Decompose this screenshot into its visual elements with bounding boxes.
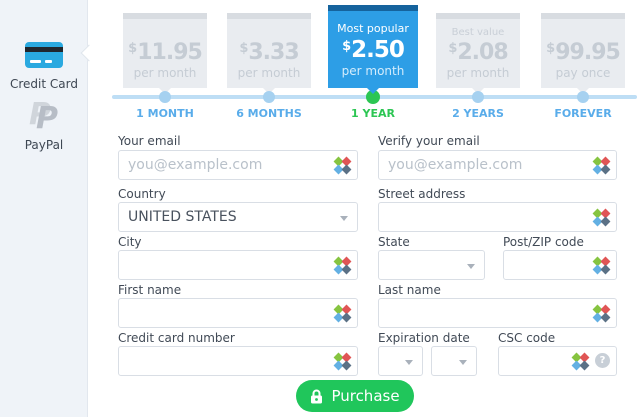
street-address-label: Street address <box>378 187 466 201</box>
credit-card-icon <box>25 42 63 68</box>
card-top-bar <box>541 13 625 19</box>
card-top-bar <box>227 13 311 19</box>
csc-label: CSC code <box>498 331 556 345</box>
sidebar-item-paypal[interactable]: P P PayPal <box>0 97 88 153</box>
plan-price: $11.95 <box>128 40 203 65</box>
zip-label: Post/ZIP code <box>503 235 584 249</box>
autofill-icon[interactable] <box>333 304 352 323</box>
chevron-down-icon <box>459 360 467 365</box>
expiration-year-select[interactable] <box>431 346 477 376</box>
plan-card-forever[interactable]: $99.95 pay once <box>541 13 625 94</box>
sidebar-item-credit-card[interactable]: Credit Card <box>0 42 88 91</box>
expiration-month-select[interactable] <box>378 346 423 376</box>
payment-method-sidebar: Credit Card P P PayPal <box>0 0 88 417</box>
credit-card-label: Credit Card <box>10 77 78 91</box>
verify-email-label: Verify your email <box>378 134 480 148</box>
country-select[interactable]: UNITED STATES <box>118 202 358 232</box>
city-field[interactable] <box>118 250 358 280</box>
country-value: UNITED STATES <box>128 209 237 225</box>
timeline-dot-1-month[interactable] <box>159 91 171 103</box>
timeline-dot-2-years[interactable] <box>472 91 484 103</box>
autofill-icon[interactable] <box>333 156 352 175</box>
plan-card-1-month[interactable]: $11.95 per month <box>123 13 207 94</box>
timeline-label-1-month[interactable]: 1 MONTH <box>136 107 194 120</box>
card-top-bar <box>123 13 207 19</box>
purchase-button[interactable]: Purchase <box>296 380 414 412</box>
street-address-field[interactable] <box>378 202 617 232</box>
paypal-label: PayPal <box>24 138 64 152</box>
plan-badge: Best value <box>451 27 505 38</box>
plan-price: $2.08 <box>448 40 508 65</box>
plan-price: $3.33 <box>239 40 299 65</box>
state-label: State <box>378 235 410 249</box>
plan-period: per month <box>237 66 301 80</box>
timeline-label-2-years[interactable]: 2 YEARS <box>452 107 504 120</box>
first-name-label: First name <box>118 283 182 297</box>
plan-badge: Most popular <box>337 22 409 35</box>
card-number-field[interactable] <box>118 346 358 376</box>
card-top-bar <box>328 5 418 11</box>
autofill-icon[interactable] <box>592 208 611 227</box>
plan-card-6-months[interactable]: $3.33 per month <box>227 13 311 94</box>
chevron-down-icon <box>340 216 348 221</box>
chevron-down-icon <box>467 264 475 269</box>
plan-period: per month <box>446 66 510 80</box>
timeline-label-forever[interactable]: FOREVER <box>554 107 612 120</box>
autofill-icon[interactable] <box>592 256 611 275</box>
autofill-icon[interactable] <box>571 352 590 371</box>
chevron-down-icon <box>405 360 413 365</box>
card-top-bar <box>436 13 520 19</box>
last-name-label: Last name <box>378 283 441 297</box>
plan-period: per month <box>133 66 197 80</box>
first-name-field[interactable] <box>118 298 358 328</box>
card-number-label: Credit card number <box>118 331 235 345</box>
plan-card-2-years[interactable]: Best value $2.08 per month <box>436 13 520 94</box>
timeline-dot-6-months[interactable] <box>263 91 275 103</box>
last-name-field[interactable] <box>378 298 617 328</box>
email-field[interactable] <box>118 150 358 180</box>
state-select[interactable] <box>378 250 485 280</box>
autofill-icon[interactable] <box>333 352 352 371</box>
help-icon[interactable]: ? <box>595 353 610 368</box>
plan-period: per month <box>341 64 405 78</box>
autofill-icon[interactable] <box>333 256 352 275</box>
plan-price: $99.95 <box>546 40 621 65</box>
lock-icon <box>311 389 323 403</box>
city-label: City <box>118 235 142 249</box>
timeline-label-6-months[interactable]: 6 MONTHS <box>236 107 302 120</box>
autofill-icon[interactable] <box>592 156 611 175</box>
expiration-label: Expiration date <box>378 331 470 345</box>
purchase-button-label: Purchase <box>331 387 400 405</box>
timeline-label-1-year[interactable]: 1 YEAR <box>351 107 395 120</box>
plan-price: $2.50 <box>342 37 405 63</box>
email-label: Your email <box>118 134 181 148</box>
timeline-dot-forever[interactable] <box>577 91 589 103</box>
plan-card-1-year[interactable]: Most popular $2.50 per month <box>328 5 418 94</box>
verify-email-field[interactable] <box>378 150 617 180</box>
country-label: Country <box>118 187 166 201</box>
paypal-icon: P P <box>29 97 58 136</box>
autofill-icon[interactable] <box>592 304 611 323</box>
card-pointer <box>367 88 379 94</box>
plan-period: pay once <box>555 66 611 80</box>
